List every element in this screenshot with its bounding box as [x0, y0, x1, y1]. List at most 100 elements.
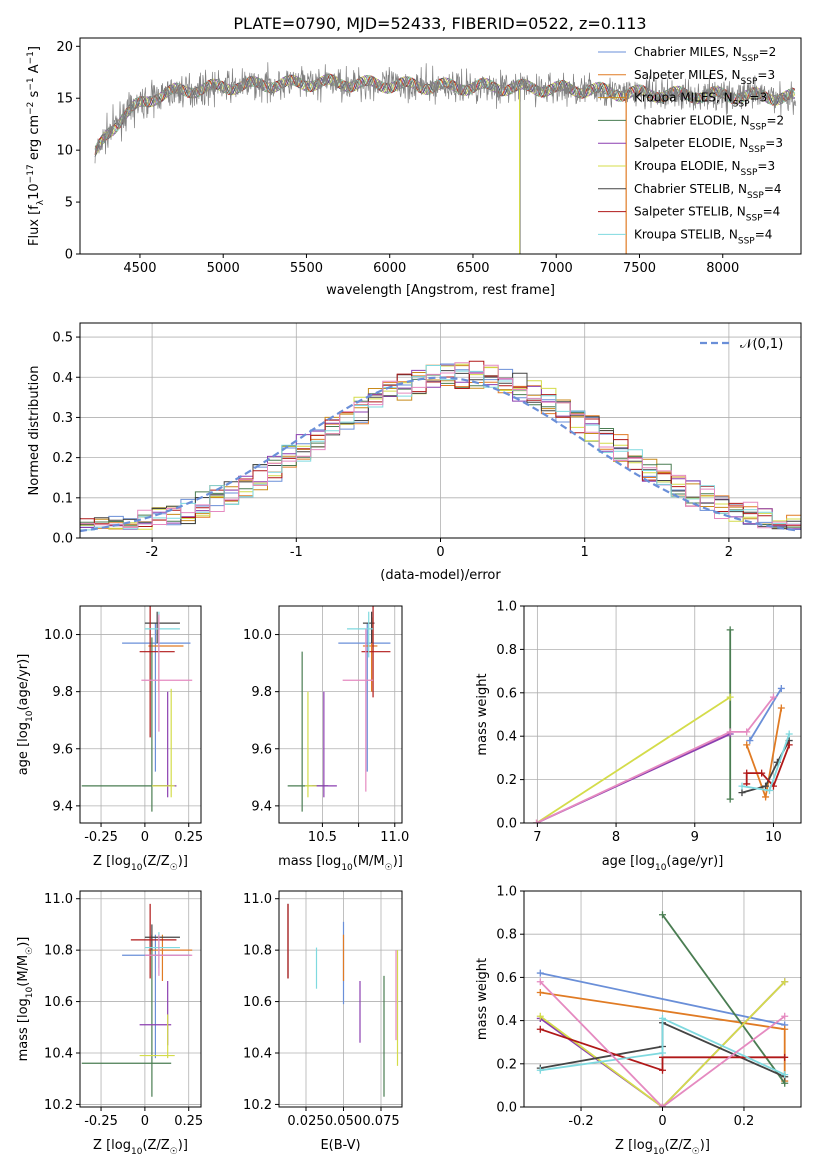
- mass-weight-marker: [536, 989, 544, 997]
- y-tick-label: 0.2: [496, 773, 517, 788]
- x-tick-label: 0: [141, 1114, 149, 1129]
- normal-curve: [80, 376, 799, 533]
- chart-mass-vs-EBV: 0.025 0.050 0.075 10.2 10.4 10.6 10.8 11.0 E(B-V…: [243, 890, 403, 1153]
- x-tick-label: 5000: [207, 261, 240, 276]
- y-tick-label: 10.6: [44, 995, 73, 1010]
- plot-area: [94, 62, 797, 254]
- plot-area: [81, 903, 193, 1097]
- y-tick-label: 10: [56, 144, 73, 159]
- y-tick-label: 10.0: [44, 628, 73, 643]
- x-axis-label: mass [log10(M/M☉)]: [278, 854, 403, 873]
- mass-weight-marker: [781, 1025, 789, 1033]
- x-tick-label: 0: [658, 1114, 666, 1129]
- mass-weight-line: [540, 972, 785, 1026]
- x-tick-label: 10: [765, 830, 782, 845]
- chart-mass-vs-Z: -0.25 0 0.25 10.2 10.4 10.6 10.8 11.0 Z [log10(Z…: [16, 890, 203, 1157]
- legend-label: Chabrier MILES, NSSP=2: [634, 45, 776, 64]
- y-tick-label: 10.2: [44, 1098, 73, 1113]
- y-tick-label: 0.1: [52, 491, 73, 506]
- axes-frame: [79, 890, 202, 1108]
- y-tick-label: 10.4: [44, 1047, 73, 1062]
- plot-area: [287, 606, 391, 812]
- y-tick-label: 15: [56, 92, 73, 107]
- mass-weight-marker: [743, 728, 751, 736]
- x-tick-label: 0.25: [174, 1114, 203, 1129]
- x-axis-label: wavelength [Angstrom, rest frame]: [326, 283, 555, 298]
- mass-weight-line: [536, 696, 731, 823]
- y-tick-label: 1.0: [496, 600, 517, 615]
- x-tick-label: -1: [290, 545, 303, 560]
- x-tick-label: 10.5: [308, 830, 337, 845]
- mass-weight-line: [745, 707, 783, 801]
- x-tick-label: 7000: [540, 261, 573, 276]
- x-tick-label: 6000: [373, 261, 406, 276]
- y-tick-label: 10.2: [243, 1098, 272, 1113]
- x-tick-label: 7500: [623, 261, 656, 276]
- y-tick-label: 0.2: [496, 1057, 517, 1072]
- axes-frame: [79, 37, 802, 255]
- x-tick-label: 2: [725, 545, 733, 560]
- mass-weight-line: [661, 914, 786, 1084]
- x-tick-label: 11.0: [380, 830, 409, 845]
- x-tick-label: 0: [141, 830, 149, 845]
- mass-weight-marker: [726, 728, 734, 736]
- axes-frame: [523, 605, 802, 824]
- chart-massweight-vs-Z: -0.2 0 0.2 0.0 0.2 0.4 0.6 0.8 1.0 Z [log10(Z/Z☉)…: [475, 885, 802, 1157]
- y-tick-label: 0.4: [496, 1014, 517, 1029]
- y-tick-label: 0.4: [496, 730, 517, 745]
- y-axis-label: mass weight: [475, 673, 490, 755]
- y-axis-label: mass [log10(M/M☉)]: [16, 937, 35, 1062]
- legend-label: Chabrier STELIB, NSSP=4: [634, 182, 782, 201]
- y-tick-label: 0.3: [52, 411, 73, 426]
- y-tick-label: 0.4: [52, 371, 73, 386]
- legend-label: Salpeter ELODIE, NSSP=3: [634, 136, 783, 155]
- residual-histogram: [80, 362, 801, 529]
- y-tick-label: 9.8: [52, 685, 73, 700]
- mass-weight-marker: [659, 1066, 666, 1074]
- x-tick-label: 4500: [123, 261, 156, 276]
- y-tick-label: 10.0: [243, 628, 272, 643]
- y-axis-label: Normed distribution: [27, 366, 42, 496]
- x-tick-label: -2: [146, 545, 159, 560]
- mass-weight-marker: [777, 684, 785, 692]
- x-axis-label: (data-model)/error: [380, 568, 501, 583]
- y-tick-label: 11.0: [243, 892, 272, 907]
- mass-weight-marker: [746, 737, 754, 745]
- chart-age-vs-mass: 10.5 11.0 9.4 9.6 9.8 10.0 mass [log10(M/M☉)]: [243, 605, 409, 873]
- x-tick-label: 0.2: [734, 1114, 755, 1129]
- mass-weight-line: [540, 1028, 785, 1072]
- mass-weight-marker: [743, 741, 751, 749]
- y-axis-label: age [log10(age/yr)]: [16, 654, 35, 776]
- x-tick-label: 8000: [706, 261, 739, 276]
- y-tick-label: 20: [56, 40, 73, 55]
- mass-weight-marker: [781, 1053, 789, 1061]
- y-axis-label: Flux [fλ10−17 erg cm−2 s−1 A−1]: [26, 46, 46, 246]
- mass-weight-marker: [781, 1079, 789, 1087]
- mass-weight-marker: [766, 786, 774, 794]
- y-tick-label: 9.6: [251, 742, 272, 757]
- x-tick-label: 0.25: [174, 830, 203, 845]
- mass-weight-marker: [533, 819, 541, 823]
- mass-weight-marker: [536, 978, 544, 986]
- y-tick-label: 9.6: [52, 742, 73, 757]
- x-tick-label: 6500: [456, 261, 489, 276]
- y-tick-label: 0.0: [52, 532, 73, 547]
- mass-weight-marker: [762, 793, 770, 801]
- y-tick-label: 10.8: [44, 944, 73, 959]
- mass-weight-marker: [781, 1071, 789, 1079]
- legend-label: Salpeter MILES, NSSP=3: [634, 68, 775, 87]
- x-tick-label: 0.075: [362, 1114, 399, 1129]
- y-tick-label: 10.6: [243, 995, 272, 1010]
- x-tick-label: 8: [612, 830, 620, 845]
- legend-label: Chabrier ELODIE, NSSP=2: [634, 113, 784, 132]
- chart-age-vs-Z: -0.25 0 0.25 9.4 9.6 9.8 10.0 Z [log10(Z/Z☉)] ag…: [16, 605, 203, 873]
- axes-frame: [278, 605, 403, 824]
- y-tick-label: 10.8: [243, 944, 272, 959]
- figure-title: PLATE=0790, MJD=52433, FIBERID=0522, z=0…: [233, 14, 646, 33]
- observed-spectrum: [94, 62, 797, 164]
- y-tick-label: 5: [65, 196, 73, 211]
- mass-weight-marker: [738, 789, 746, 797]
- mass-weight-marker: [536, 1066, 544, 1074]
- y-tick-label: 10.4: [243, 1047, 272, 1062]
- plot-area: [533, 626, 793, 823]
